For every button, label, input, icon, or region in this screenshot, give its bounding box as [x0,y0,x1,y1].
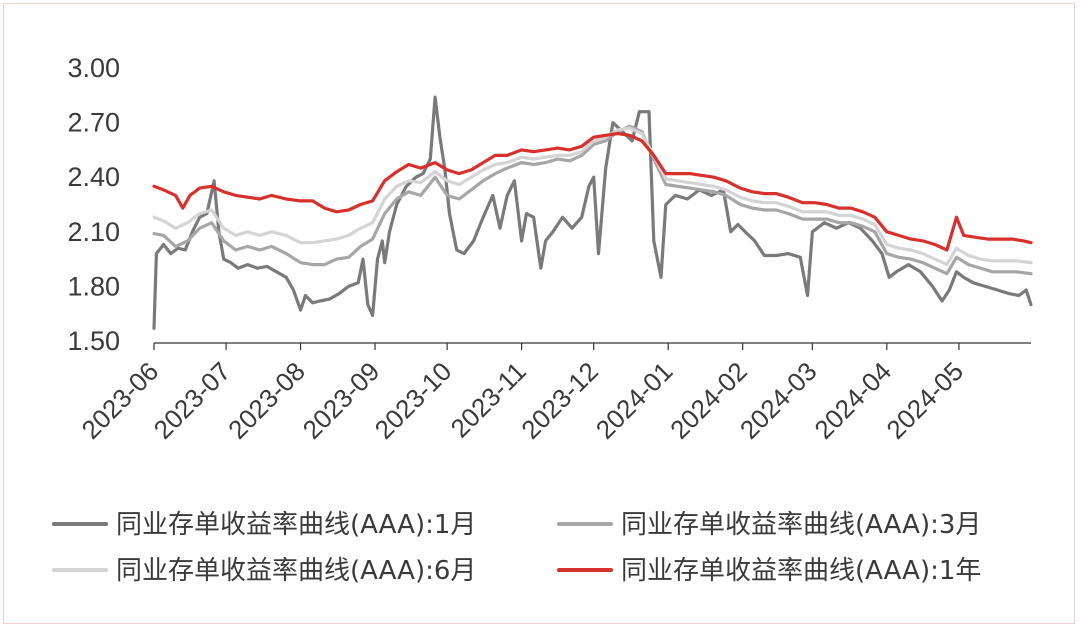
series-line-2 [152,124,1033,276]
x-tick-label: 2023-07 [148,356,237,445]
x-axis-ticks: 2023-062023-072023-082023-092023-102023-… [76,343,969,445]
y-axis-ticks: 1.50 1.80 2.10 2.40 2.70 3.00 [67,53,120,356]
series-line-3 [152,126,1033,267]
line-chart: 1.501.802.102.402.703.00 2023-062023-072… [52,53,1033,586]
y-tick-label: 3.00 [67,53,120,83]
x-tick-label: 2023-06 [76,356,165,445]
y-tick-label: 2.70 [67,108,120,138]
y-tick-label: 2.40 [67,162,120,192]
x-tick-label: 2024-04 [808,356,897,445]
x-tick-label: 2024-05 [880,356,969,445]
legend-label-2: 同业存单收益率曲线(AAA):3月 [621,510,981,540]
y-tick-label: 1.80 [67,271,120,301]
legend-label-4: 同业存单收益率曲线(AAA):1年 [621,556,981,586]
series-line-4 [152,131,1033,252]
y-tick-label: 2.10 [67,217,120,247]
x-tick-label: 2023-08 [222,356,311,445]
legend-label-1: 同业存单收益率曲线(AAA):1月 [116,510,476,540]
x-tick-label: 2023-11 [445,356,532,443]
x-tick-label: 2024-01 [590,356,679,445]
x-tick-label: 2023-12 [515,356,604,445]
legend: 同业存单收益率曲线(AAA):1月 同业存单收益率曲线(AAA):3月同业存单收益… [52,510,981,586]
x-tick-label: 2023-10 [369,356,458,445]
x-tick-label: 2023-09 [297,356,386,445]
x-tick-label: 2024-02 [664,356,753,445]
chart-frame: 1.50 1.80 2.10 2.40 2.70 3.00 2023-06 2023-07 2… [3,3,1075,624]
series-line-1 [152,95,1033,330]
x-tick-label: 2024-03 [734,356,823,445]
series-layer [152,95,1033,330]
legend-label-3: 同业存单收益率曲线(AAA):6月 [116,556,476,586]
y-tick-label: 1.50 [67,326,120,356]
